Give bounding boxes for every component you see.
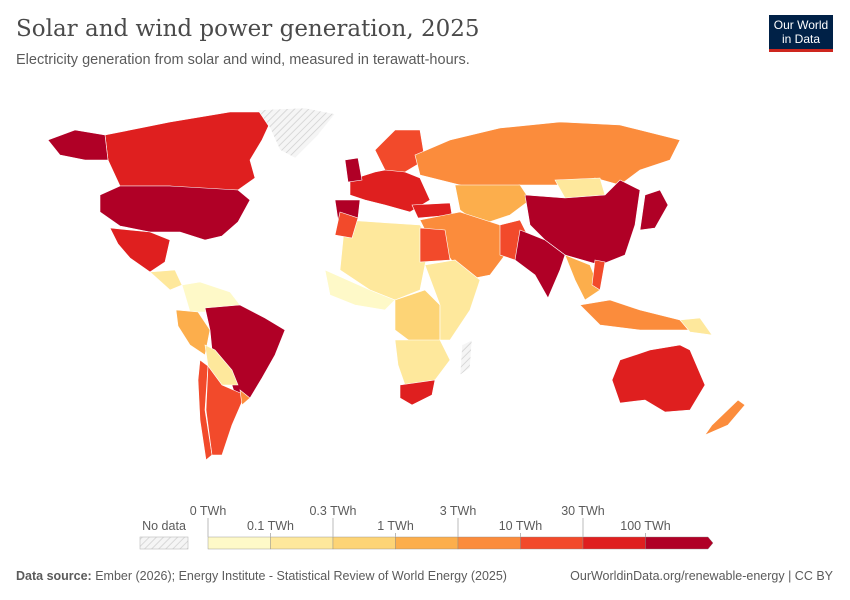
legend-label: 100 TWh [620,519,671,533]
chart-subtitle: Electricity generation from solar and wi… [16,52,470,68]
country-usa[interactable] [99,185,251,241]
country-indonesia[interactable] [579,299,691,331]
legend-label: 0 TWh [190,504,227,518]
country-egypt[interactable] [419,227,451,263]
logo-line: Our World [773,18,829,32]
legend-bin-3 [395,536,459,550]
country-new-zealand[interactable] [704,399,746,436]
country-southern-africa[interactable] [394,339,451,386]
legend-bin-0 [207,536,271,550]
country-papua-new-guinea[interactable] [679,317,713,336]
legend-label: 30 TWh [561,504,605,518]
country-argentina[interactable] [205,365,246,456]
country-morocco[interactable] [334,211,359,239]
legend-bin-5 [520,536,584,550]
country-alaska[interactable] [47,129,109,161]
legend-label: 3 TWh [440,504,477,518]
legend-label: 0.3 TWh [309,504,356,518]
legend-label: 0.1 TWh [247,519,294,533]
source-text: Ember (2026); Energy Institute - Statist… [95,569,507,583]
country-south-africa[interactable] [399,379,436,406]
legend-bin-7 [645,536,714,550]
country-mongolia[interactable] [554,177,606,199]
country-china[interactable] [524,179,641,266]
chart-title: Solar and wind power generation, 2025 [16,16,480,42]
country-madagascar[interactable] [459,339,473,376]
country-kazakhstan-central-asia[interactable] [454,184,531,226]
country-uk[interactable] [344,157,363,183]
country-central-america[interactable] [149,269,183,291]
country-canada[interactable] [104,111,276,191]
license-link[interactable]: OurWorldinData.org/renewable-energy | CC… [570,569,833,583]
country-vietnam[interactable] [591,259,606,291]
country-peru-ecuador[interactable] [175,309,211,356]
country-west-africa[interactable] [324,269,396,311]
country-north-africa[interactable] [339,219,431,301]
legend-no-data-swatch [139,536,189,550]
country-mexico[interactable] [109,227,171,273]
country-southeast-asia[interactable] [564,254,601,301]
legend-label: 1 TWh [377,519,414,533]
country-greenland[interactable] [257,107,336,159]
country-east-africa[interactable] [424,259,481,341]
country-uruguay[interactable] [239,389,251,406]
source-note: Data source: Ember (2026); Energy Instit… [16,569,507,583]
country-japan[interactable] [639,189,669,231]
legend-label: 10 TWh [499,519,543,533]
legend-bin-1 [270,536,334,550]
country-brazil[interactable] [204,304,286,399]
country-russia[interactable] [414,121,681,191]
country-central-africa[interactable] [394,289,441,346]
legend-bin-6 [582,536,646,550]
country-india[interactable] [514,229,566,299]
legend-no-data-label: No data [142,519,186,533]
legend-bin-4 [457,536,521,550]
legend-bin-2 [332,536,396,550]
legend: No data 0 TWh 0.3 TWh 3 TWh 30 TWh 0.1 TWh 1 … [139,504,714,550]
source-label: Data source: [16,569,92,583]
owid-logo[interactable]: Our World in Data [769,15,833,52]
logo-line: in Data [781,32,821,46]
country-australia[interactable] [611,344,706,413]
